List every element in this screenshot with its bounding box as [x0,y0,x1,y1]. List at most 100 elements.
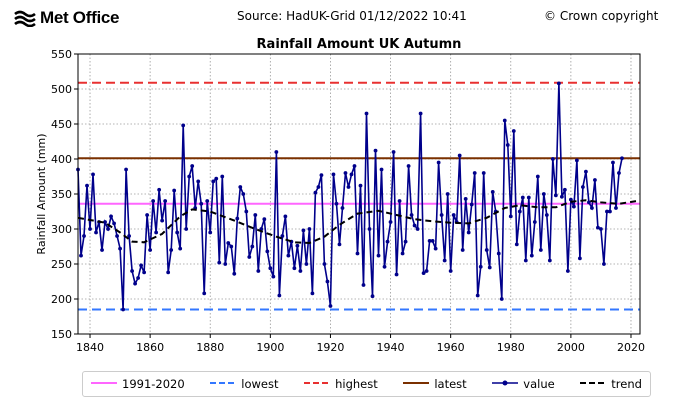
value-point [433,246,438,251]
value-point [427,239,432,243]
value-point [232,271,237,276]
value-point [529,253,534,258]
y-tick-label: 150 [51,328,72,341]
x-tick-label: 1900 [256,341,284,354]
value-point [406,164,411,168]
value-point [532,220,537,224]
y-tick-label: 200 [51,293,72,306]
value-point [445,192,450,196]
y-tick-label: 350 [51,188,72,201]
copyright-label: © Crown copyright [544,9,659,23]
value-point [121,307,125,312]
trend-series-line [77,199,638,245]
value-point [511,129,516,133]
value-point [205,199,210,203]
value-point [481,171,486,175]
value-point [538,248,543,252]
y-tick-label: 450 [51,118,72,131]
value-point [319,173,324,178]
value-point [584,169,588,174]
value-point [550,157,555,161]
y-tick-label: 500 [51,83,72,96]
value-point [502,118,507,123]
value-point [382,264,387,269]
value-point [115,234,119,238]
value-point [463,197,468,201]
value-point [103,220,107,224]
value-point [605,209,609,214]
value-point [238,185,243,189]
x-tick-label: 1840 [76,341,104,354]
value-point [145,213,150,217]
value-point [535,174,540,179]
value-point [520,195,525,200]
value-point [391,150,396,154]
value-point [599,227,603,231]
value-point [590,206,594,210]
value-point [139,263,144,268]
value-point [574,158,579,163]
value-point [397,199,402,203]
value-point [400,251,405,256]
value-point [310,291,315,296]
value-point [130,269,134,273]
value-point [157,187,162,192]
value-point [79,253,83,258]
value-point [199,201,204,206]
value-point [271,274,276,279]
value-point [412,223,417,228]
value-point [202,291,207,296]
value-point [154,230,159,235]
value-point [469,202,474,207]
value-point [283,214,288,219]
value-point [487,265,492,270]
legend-label: trend [611,377,642,391]
x-tick-label: 1920 [316,341,344,354]
chart-title: Rainfall Amount UK Autumn [257,37,462,52]
legend-swatch [492,377,519,391]
value-point [547,258,552,263]
y-tick-label: 550 [51,48,72,61]
value-point [235,216,240,221]
value-point [91,172,95,177]
value-point [611,160,615,165]
legend-swatch [210,377,237,391]
value-point [313,190,318,195]
value-point [448,269,453,273]
value-point [325,279,330,284]
value-point [614,206,618,210]
legend-swatch [580,377,607,391]
value-point [562,187,567,192]
value-point [418,111,423,116]
value-point [277,293,282,298]
chart-legend: 1991-2020 lowest highest latest value trend [82,371,651,397]
value-point [253,213,258,217]
value-point [472,171,477,175]
value-point [478,264,483,269]
value-point [100,248,104,252]
value-point [328,304,333,308]
legend-item-lowest: lowest [210,377,279,391]
value-point [580,185,585,189]
value-point [316,185,321,189]
value-point [301,228,306,233]
value-point [163,199,168,203]
value-point [370,294,375,299]
value-point [88,227,92,231]
value-point [526,195,531,200]
value-point [620,156,624,161]
value-point [94,230,98,235]
value-point [82,234,86,238]
value-point [169,248,174,252]
value-point [337,242,342,247]
value-point [376,253,381,258]
value-point [343,171,348,175]
value-point [217,260,222,265]
value-point [559,194,564,199]
value-point [490,190,495,194]
value-point [436,160,441,165]
value-point [355,251,360,256]
value-point [496,251,501,256]
value-point [262,217,267,222]
